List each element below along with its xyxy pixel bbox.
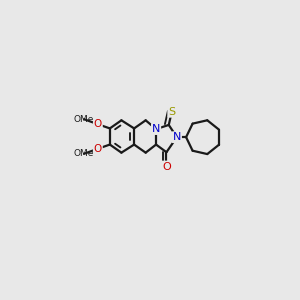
Text: N: N [173, 132, 181, 142]
Text: S: S [168, 107, 175, 117]
Text: O: O [94, 144, 102, 154]
Text: OMe: OMe [74, 115, 94, 124]
Text: O: O [94, 119, 102, 129]
Text: O: O [162, 161, 171, 172]
Text: N: N [152, 124, 160, 134]
Text: OMe: OMe [74, 149, 94, 158]
